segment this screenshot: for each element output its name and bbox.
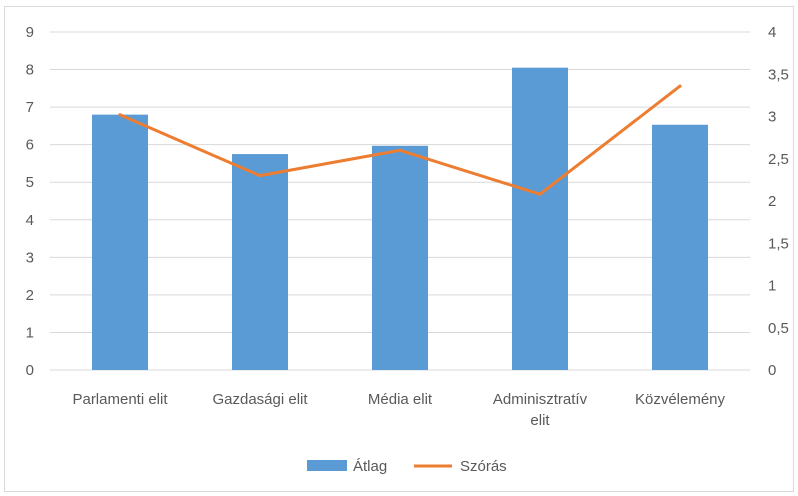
y-left-tick-label: 3 (26, 249, 34, 266)
y-left-tick-label: 7 (26, 99, 34, 116)
point-szoras[interactable] (678, 84, 682, 88)
y-right-tick-label: 1,5 (768, 235, 789, 252)
y-right-tick-label: 2 (768, 193, 776, 210)
bar-atlag[interactable] (232, 154, 288, 370)
bar-atlag[interactable] (372, 145, 428, 370)
legend-label-szoras: Szórás (460, 458, 507, 475)
legend-swatch-atlag (307, 460, 347, 471)
y-left-tick-label: 0 (26, 362, 34, 379)
point-szoras[interactable] (398, 148, 402, 152)
y-left-tick-label: 6 (26, 137, 34, 154)
legend-label-atlag: Átlag (353, 458, 387, 475)
point-szoras[interactable] (538, 192, 542, 196)
y-right-tick-label: 1 (768, 278, 776, 295)
y-right-tick-label: 3,5 (768, 66, 789, 83)
y-left-tick-label: 8 (26, 62, 34, 79)
x-category-label: Közvélemény (635, 391, 726, 408)
y-right-tick-label: 0,5 (768, 320, 789, 337)
x-category-label: Parlamenti elit (72, 391, 168, 408)
bar-atlag[interactable] (512, 67, 568, 370)
y-right-tick-label: 0 (768, 362, 776, 379)
x-category-label: Adminisztratív (493, 391, 588, 408)
x-category-label: Gazdasági elit (212, 391, 308, 408)
bar-atlag[interactable] (652, 124, 708, 370)
y-right-tick-label: 4 (768, 24, 776, 41)
y-left-tick-label: 1 (26, 324, 34, 341)
y-right-tick-label: 2,5 (768, 151, 789, 168)
point-szoras[interactable] (118, 113, 122, 117)
x-category-label: elit (530, 412, 550, 429)
y-left-tick-label: 4 (26, 212, 34, 229)
y-left-tick-label: 5 (26, 174, 34, 191)
x-category-label: Média elit (368, 391, 433, 408)
y-right-tick-label: 3 (768, 109, 776, 126)
bar-atlag[interactable] (92, 114, 148, 370)
point-szoras[interactable] (258, 174, 262, 178)
y-left-tick-label: 9 (26, 24, 34, 41)
y-left-tick-label: 2 (26, 287, 34, 304)
